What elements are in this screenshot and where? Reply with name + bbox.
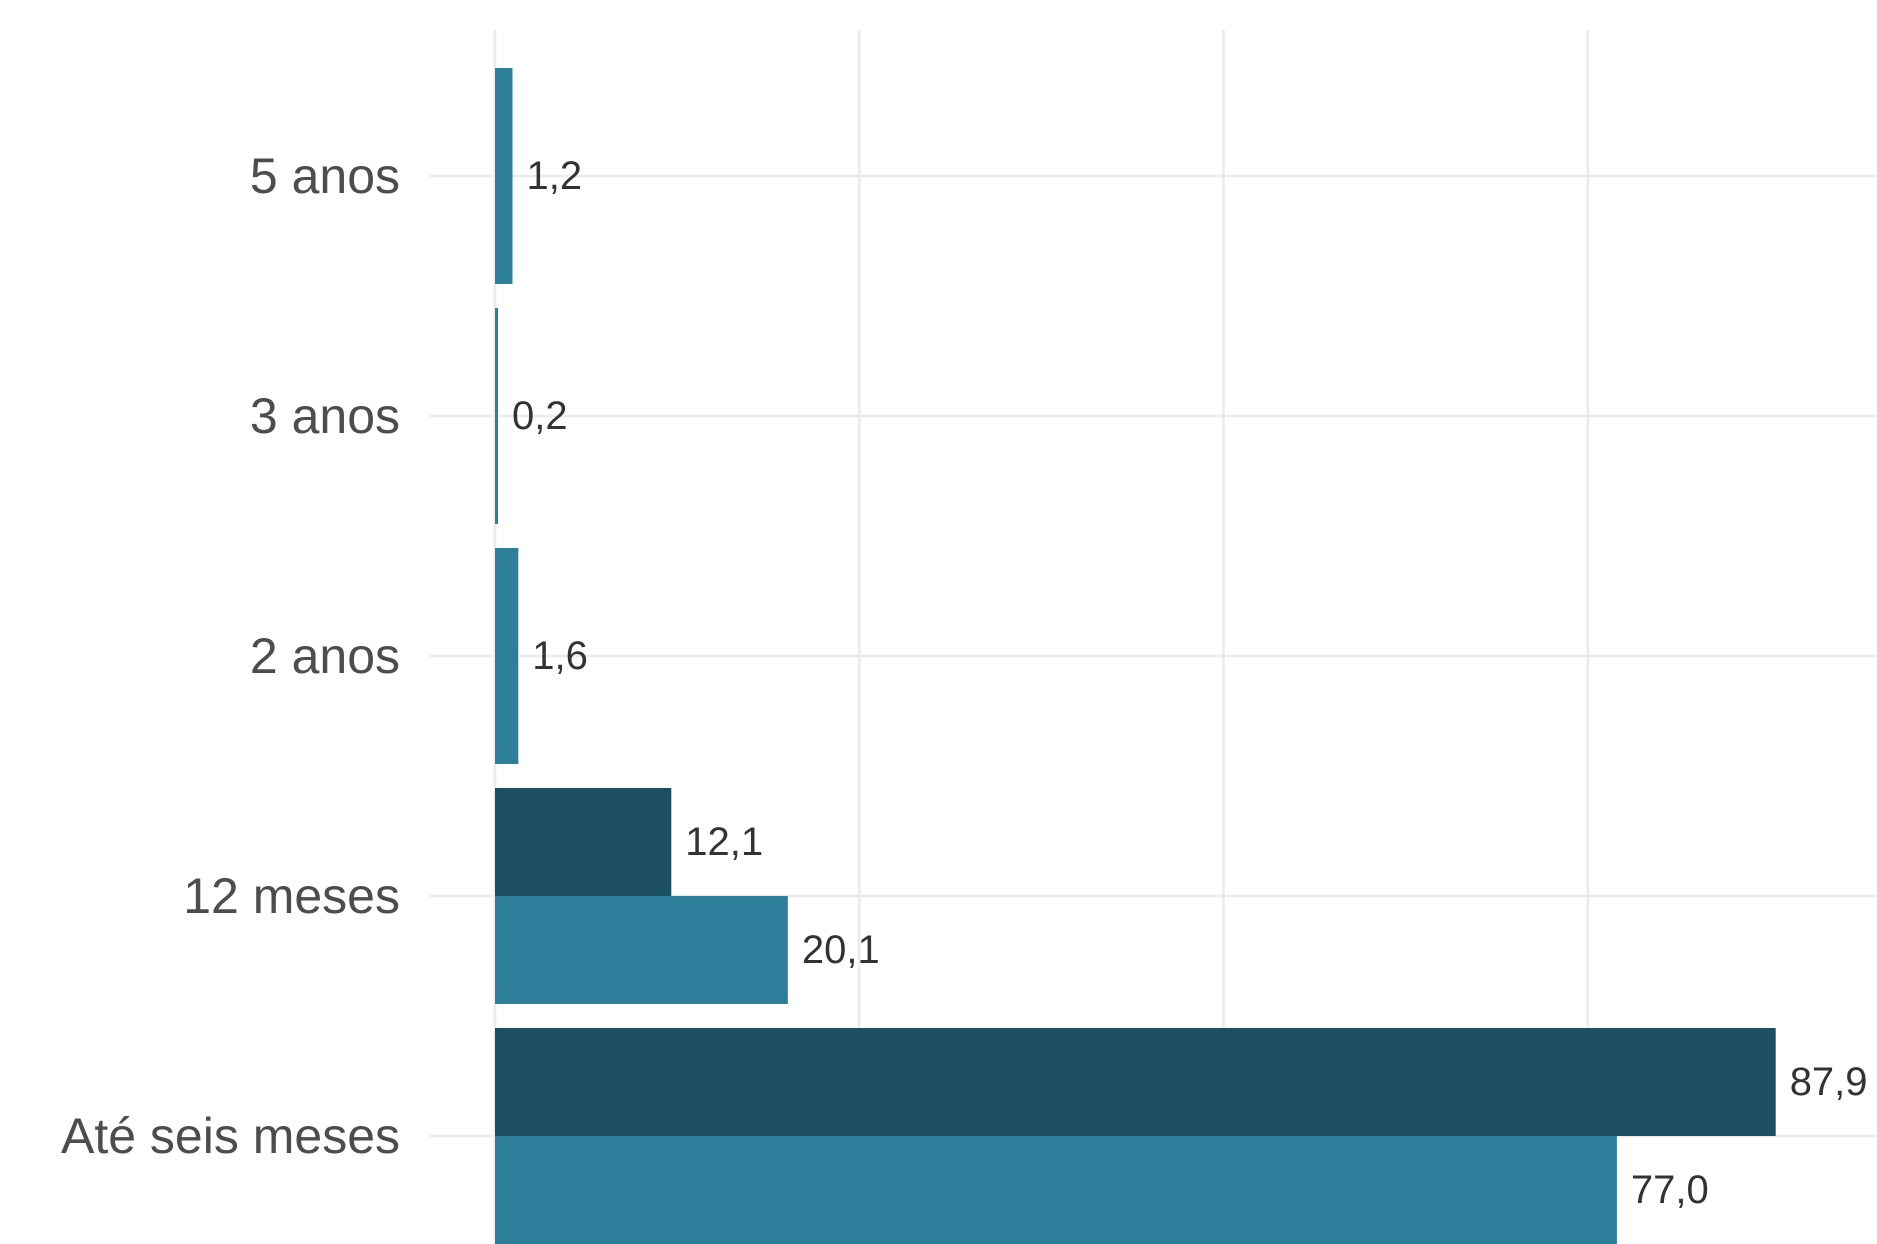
value-labels: 1,2 0,2 1,6 12,1 20,1 87,9 77,0 (512, 154, 1868, 1212)
bar-light (495, 308, 498, 524)
value-label: 77,0 (1631, 1168, 1709, 1212)
bar-light (495, 896, 788, 1004)
bar-dark (495, 788, 672, 896)
category-label: Até seis meses (61, 1108, 400, 1164)
category-label: 2 anos (250, 628, 400, 684)
category-label: 3 anos (250, 388, 400, 444)
bar-dark (495, 1028, 1776, 1136)
value-label: 1,2 (526, 154, 582, 198)
bar-light (495, 68, 513, 284)
bar-light (495, 1136, 1617, 1244)
value-label: 0,2 (512, 394, 568, 438)
value-label: 87,9 (1790, 1060, 1868, 1104)
bars (495, 68, 1776, 1244)
category-label: 12 meses (183, 868, 400, 924)
bar-light (495, 548, 519, 764)
value-label: 20,1 (802, 928, 880, 972)
category-labels: 5 anos 3 anos 2 anos 12 meses Até seis meses (61, 148, 400, 1164)
value-label: 1,6 (532, 634, 588, 678)
value-label: 12,1 (685, 820, 763, 864)
category-label: 5 anos (250, 148, 400, 204)
